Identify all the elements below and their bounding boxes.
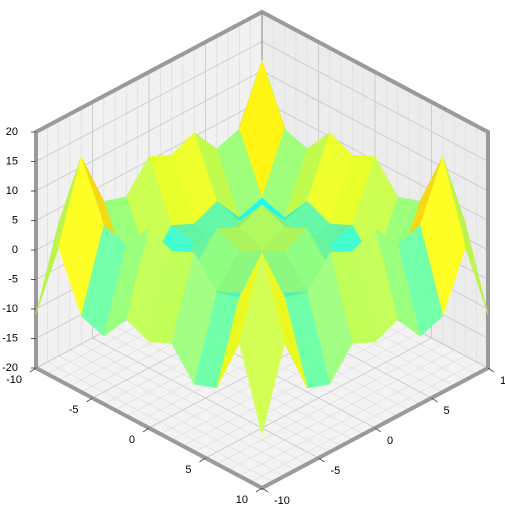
y-tick [318, 457, 325, 463]
z-tick-label: -5 [8, 273, 18, 285]
y-tick [374, 427, 382, 433]
x-tick [142, 427, 150, 433]
z-tick-label: 15 [6, 155, 18, 167]
x-tick-label: -5 [69, 404, 79, 416]
box-edge [34, 10, 264, 134]
z-tick-label: 10 [6, 185, 18, 197]
x-tick [255, 487, 263, 493]
z-tick-label: -15 [2, 332, 18, 344]
y-tick-label: 0 [387, 435, 393, 447]
x-tick [86, 397, 93, 403]
y-tick [431, 397, 438, 403]
y-tick [261, 487, 269, 493]
x-tick-label: 10 [236, 494, 248, 506]
labels: -20 -15 -10 -5 0 5 10 15 20 -10 -5 0 5 10 -10 -5 0 5 10 [2, 126, 505, 507]
y-tick [487, 367, 495, 373]
z-tick-label: 5 [12, 214, 18, 226]
x-tick-label: 0 [129, 434, 135, 446]
z-tick-label: -10 [2, 303, 18, 315]
surface [35, 60, 489, 435]
z-tick-label: -20 [2, 362, 18, 374]
x-tick [29, 367, 37, 373]
box-edge [260, 10, 490, 134]
x-tick [199, 457, 206, 463]
surface-cell [239, 252, 285, 435]
x-tick-label: 5 [185, 464, 191, 476]
z-tick-label: 20 [6, 126, 18, 138]
z-tick-label: 0 [12, 244, 18, 256]
y-tick-label: -5 [331, 465, 341, 477]
y-tick-label: -10 [274, 495, 290, 507]
x-tick-label: -10 [6, 374, 22, 386]
y-tick-label: 10 [500, 375, 505, 387]
y-tick-label: 5 [444, 405, 450, 417]
